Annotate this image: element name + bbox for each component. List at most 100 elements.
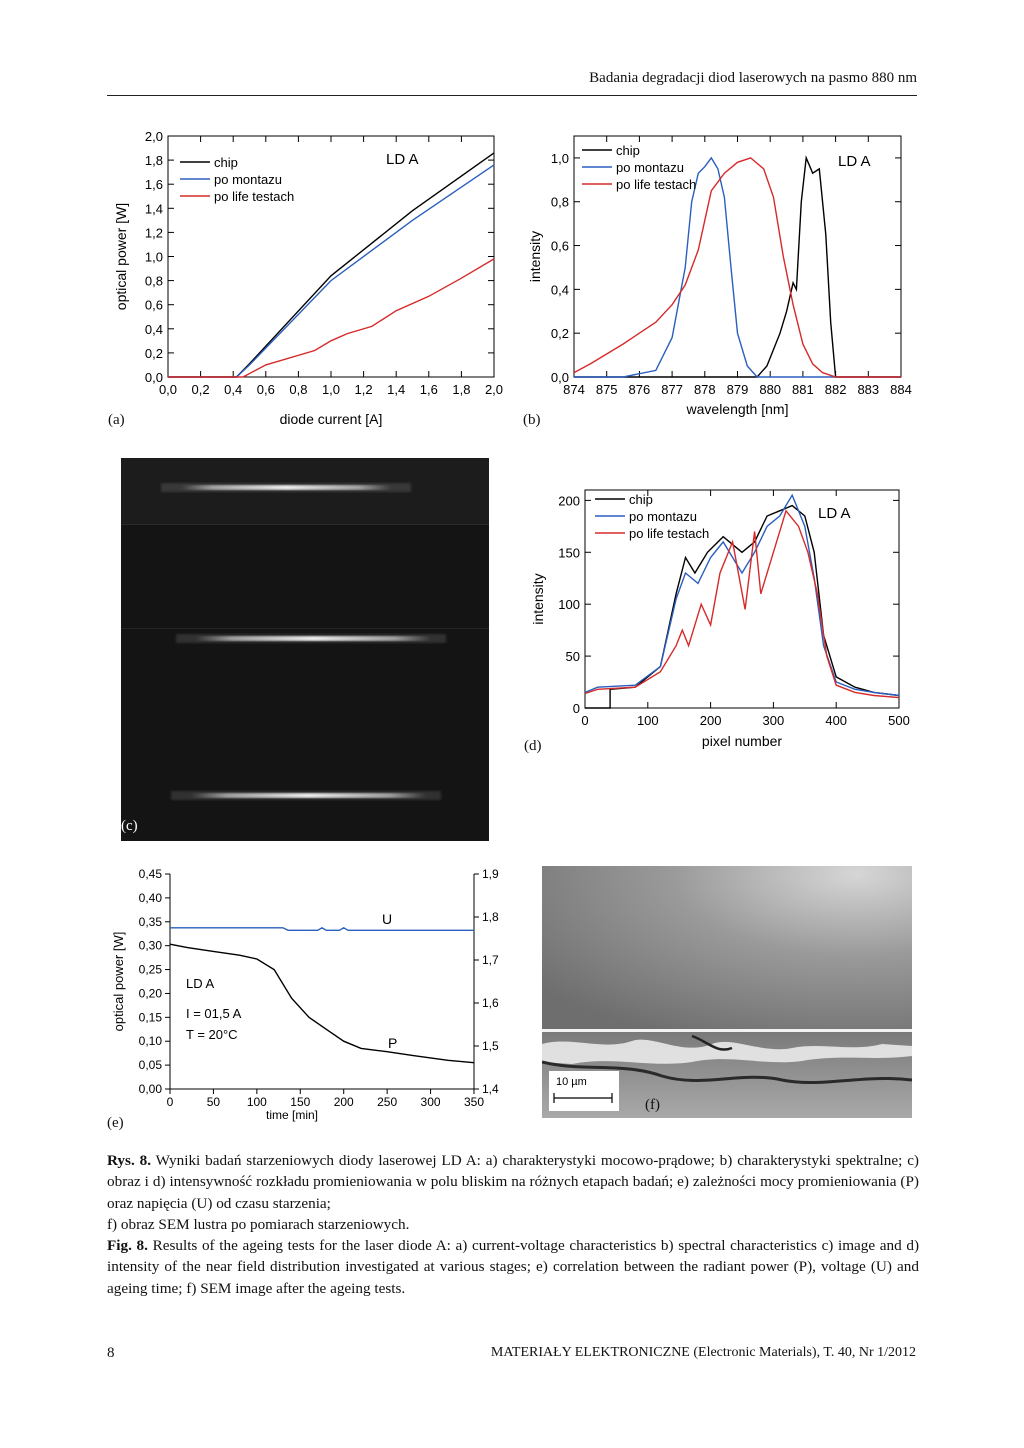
y-tick-label: 0 <box>573 701 580 716</box>
y-tick-label: 0,30 <box>139 939 163 953</box>
series-line-po-montazu <box>584 493 900 697</box>
y-axis-label: intensity <box>527 231 543 282</box>
x-tick-label: 883 <box>857 382 879 397</box>
x-tick-label: 881 <box>792 382 814 397</box>
x-tick-label: 875 <box>596 382 618 397</box>
legend-label: chip <box>214 155 238 170</box>
x-tick-label: 874 <box>563 382 585 397</box>
x-tick-label: 1,0 <box>322 382 340 397</box>
caption-polish: Rys. 8. Wyniki badań starzeniowych diody… <box>107 1150 919 1214</box>
x-tick-label: 882 <box>825 382 847 397</box>
near-field-stripe-chip <box>161 483 411 492</box>
caption-english-text: Results of the ageing tests for the lase… <box>107 1237 920 1297</box>
y-tick-label: 0,20 <box>139 986 163 1000</box>
x-tick-label: 200 <box>334 1095 354 1109</box>
x-tick-label: 878 <box>694 382 716 397</box>
y-tick-label: 0,25 <box>139 963 163 977</box>
y-tick-label: 1,2 <box>145 225 163 240</box>
legend-label: po life testach <box>629 526 709 541</box>
x-tick-label: 50 <box>207 1095 221 1109</box>
y-tick-label: 0,6 <box>551 239 569 254</box>
panel-label-f: (f) <box>645 1097 660 1113</box>
chart-annotation: LD A <box>838 153 871 170</box>
header-rule <box>107 95 917 96</box>
x-axis-label: wavelength [nm] <box>686 401 789 417</box>
y-axis-label: optical power [W] <box>113 203 129 310</box>
y-tick-label: 1,0 <box>551 151 569 166</box>
x-tick-label: 0,4 <box>224 382 242 397</box>
series-line-chip <box>585 504 900 709</box>
x-tick-label: 0,6 <box>257 382 275 397</box>
series-line-P <box>169 943 475 1064</box>
x-tick-label: 500 <box>888 713 910 728</box>
y2-tick-label: 1,6 <box>482 996 499 1010</box>
x-tick-label: 400 <box>825 713 847 728</box>
x-tick-label: 2,0 <box>485 382 503 397</box>
plot-frame <box>584 489 900 709</box>
x-axis-label: pixel number <box>702 733 782 749</box>
y-tick-label: 0,8 <box>145 274 163 289</box>
legend-label: chip <box>629 492 653 507</box>
caption-polish-continued: f) obraz SEM lustra po pomiarach starzen… <box>107 1215 410 1233</box>
y-tick-label: 0,2 <box>145 346 163 361</box>
x-tick-label: 350 <box>464 1095 484 1109</box>
x-tick-label: 0 <box>581 713 588 728</box>
caption-polish-text: Wyniki badań starzeniowych diody laserow… <box>107 1152 919 1212</box>
y-tick-label: 0,40 <box>139 891 163 905</box>
series-line-U <box>170 926 474 932</box>
near-field-image <box>121 458 489 841</box>
y-tick-label: 1,8 <box>145 153 163 168</box>
y-tick-label: 0,4 <box>145 322 163 337</box>
y2-tick-label: 1,4 <box>482 1082 499 1096</box>
y-tick-label: 0,8 <box>551 195 569 210</box>
x-tick-label: 100 <box>247 1095 267 1109</box>
x-axis-label: time [min] <box>266 1108 318 1122</box>
x-tick-label: 0 <box>167 1095 174 1109</box>
y-axis-label: optical power [W] <box>111 932 126 1032</box>
y-tick-label: 0,2 <box>551 326 569 341</box>
y-tick-label: 0,05 <box>139 1058 163 1072</box>
x-tick-label: 1,2 <box>355 382 373 397</box>
annotation-temperature: T = 20°C <box>186 1027 238 1042</box>
y-tick-label: 0,45 <box>139 867 163 881</box>
legend-label: po life testach <box>214 189 294 204</box>
y-tick-label: 0,4 <box>551 282 569 297</box>
y-tick-label: 0,10 <box>139 1034 163 1048</box>
panel-label-d: (d) <box>524 738 542 754</box>
chart-d-near-field-intensity: 0 100 200 300 400 500 0 50 100 150 200 pixel number… <box>530 489 910 749</box>
sem-image: 10 µm <box>542 866 912 1118</box>
x-tick-label: 200 <box>700 713 722 728</box>
legend-label: po montazu <box>629 509 697 524</box>
y-tick-label: 0,0 <box>145 370 163 385</box>
near-field-stripe-after-life-test <box>171 791 441 800</box>
annotation-p: P <box>388 1035 397 1051</box>
caption-english-label: Fig. 8. <box>107 1237 148 1255</box>
y2-tick-label: 1,8 <box>482 910 499 924</box>
annotation-current: I = 01,5 A <box>186 1006 242 1021</box>
x-tick-label: 1,8 <box>452 382 470 397</box>
x-tick-label: 0,2 <box>192 382 210 397</box>
running-header: Badania degradacji diod laserowych na pa… <box>589 70 917 86</box>
page-number: 8 <box>107 1345 115 1361</box>
chart-a-current-power: 0,0 0,2 0,4 0,6 0,8 1,0 1,2 1,4 1,6 1,8 2,0 0,0 0,2 0… <box>113 129 503 427</box>
legend-label: po montazu <box>214 172 282 187</box>
x-tick-label: 1,4 <box>387 382 405 397</box>
y-tick-label: 0,0 <box>551 370 569 385</box>
y-tick-label: 150 <box>558 545 580 560</box>
y-tick-label: 0,15 <box>139 1010 163 1024</box>
series-line-po-life-testach <box>573 157 901 378</box>
y-tick-label: 1,6 <box>145 177 163 192</box>
legend-label: po montazu <box>616 160 684 175</box>
y-tick-label: 1,0 <box>145 250 163 265</box>
annotation-device: LD A <box>186 976 215 991</box>
x-tick-label: 879 <box>727 382 749 397</box>
y2-tick-label: 1,5 <box>482 1039 499 1053</box>
panel-label-c: (c) <box>121 818 138 834</box>
y-tick-label: 0,35 <box>139 915 163 929</box>
chart-e-ageing: 0 50 100 150 200 250 300 350 0,00 0,05 0,10 0,15 0,2… <box>111 867 499 1122</box>
y-tick-label: 100 <box>558 597 580 612</box>
caption-polish-label: Rys. 8. <box>107 1152 152 1169</box>
legend-label: po life testach <box>616 177 696 192</box>
chart-annotation: LD A <box>386 151 419 168</box>
chart-b-spectrum: 874 875 876 877 878 879 880 881 882 883 884 0,0 0,2 0… <box>527 135 912 417</box>
